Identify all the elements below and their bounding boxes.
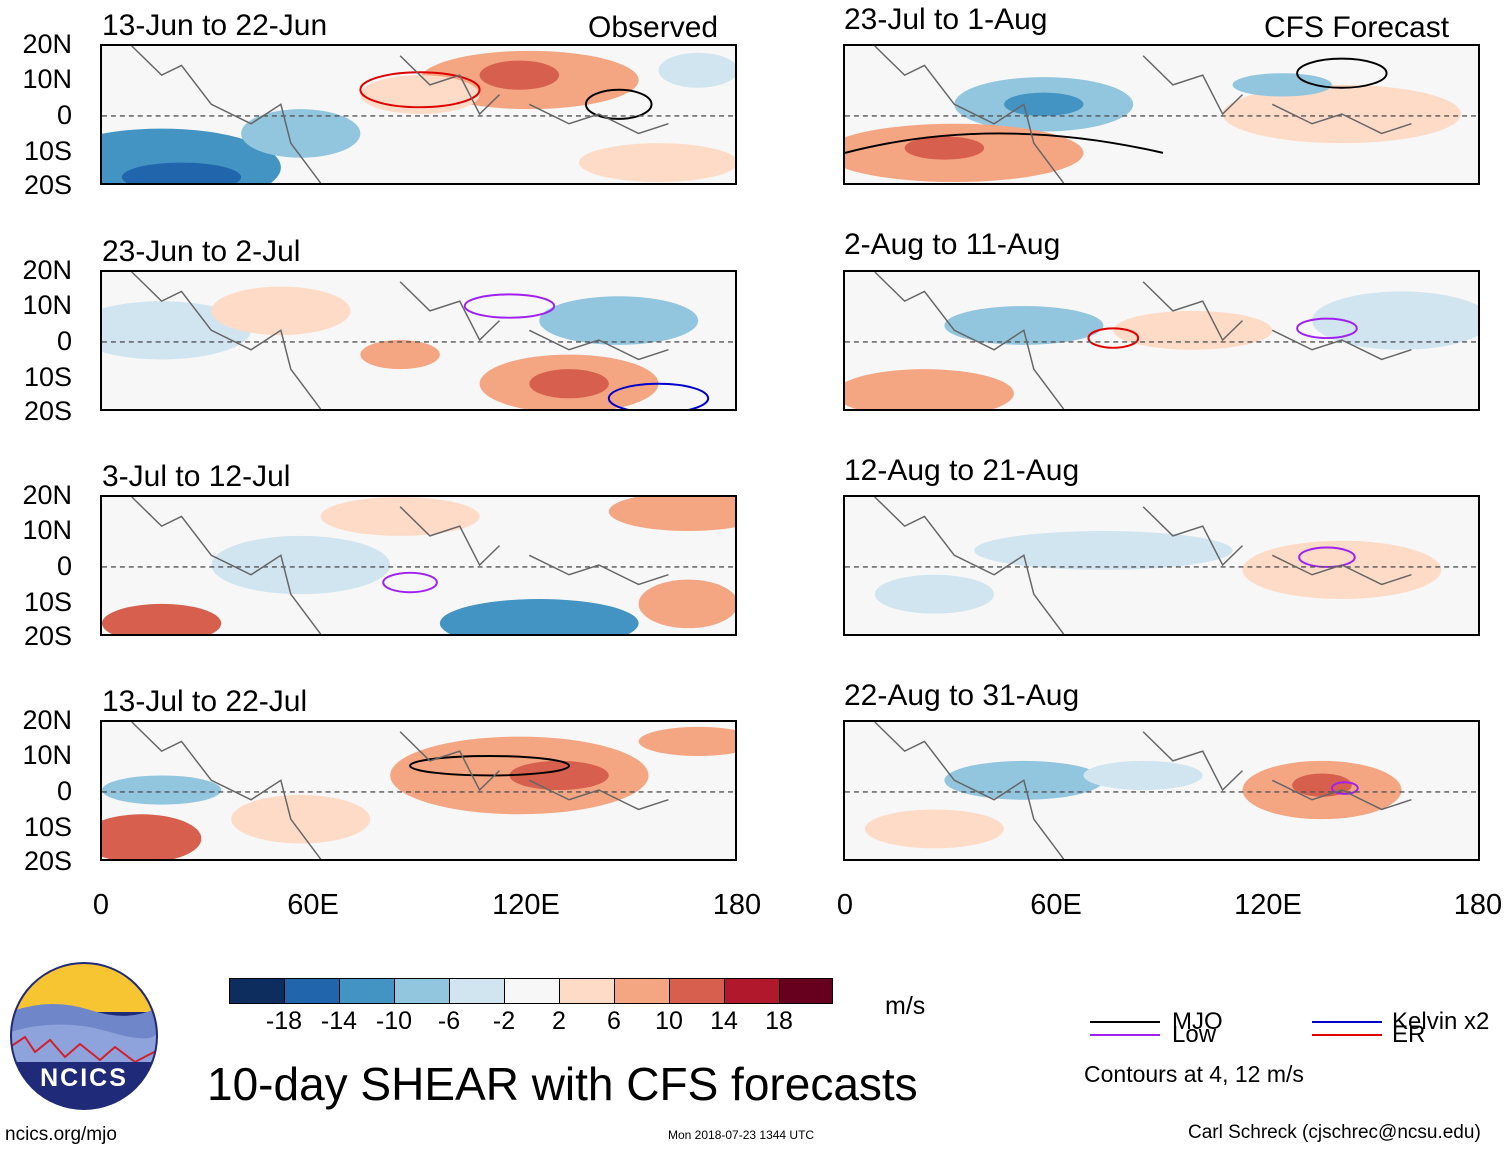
- map-field: [845, 497, 1478, 634]
- colorbar-label: 18: [765, 1007, 793, 1035]
- y-tick: 0: [56, 326, 72, 356]
- colorbar-swatch: [229, 978, 285, 1004]
- observed-label: Observed: [588, 11, 719, 44]
- colorbar-swatch: [394, 978, 450, 1004]
- colorbar-swatch: [339, 978, 395, 1004]
- x-tick: 180: [712, 889, 762, 921]
- legend-note: Contours at 4, 12 m/s: [1084, 1061, 1304, 1087]
- y-tick: 20N: [22, 255, 72, 285]
- legend-line-kelvin: [1312, 1021, 1382, 1023]
- y-tick: 10S: [23, 136, 72, 166]
- colorbar-swatch: [284, 978, 340, 1004]
- credit: Carl Schreck (cjschrec@ncsu.edu): [1188, 1122, 1481, 1143]
- main-title: 10-day SHEAR with CFS forecasts: [207, 1058, 918, 1110]
- colorbar-label: 10: [655, 1007, 683, 1035]
- y-tick: 10N: [22, 515, 72, 545]
- legend-label-low: Low: [1172, 1021, 1217, 1048]
- y-tick: 20S: [23, 846, 72, 876]
- colorbar-label: 6: [607, 1007, 621, 1035]
- logo-emblem: [10, 962, 158, 1110]
- y-tick: 20S: [23, 170, 72, 200]
- legend-line-low: [1090, 1034, 1160, 1036]
- colorbar-label: 2: [552, 1007, 566, 1035]
- y-tick: 10S: [23, 362, 72, 392]
- site-link[interactable]: ncics.org/mjo: [5, 1124, 117, 1145]
- y-tick: 0: [56, 100, 72, 130]
- map-field: [845, 272, 1478, 409]
- panel-title: 23-Jul to 1-Aug: [844, 3, 1048, 36]
- map-panel: [100, 270, 737, 411]
- colorbar-swatch: [724, 978, 780, 1004]
- y-tick: 20N: [22, 480, 72, 510]
- map-panel: [843, 44, 1480, 185]
- y-tick: 10S: [23, 812, 72, 842]
- colorbar-label: -14: [320, 1007, 358, 1035]
- map-field: [102, 497, 735, 634]
- map-panel: [100, 495, 737, 636]
- y-tick: 0: [56, 776, 72, 806]
- map-panel: [843, 270, 1480, 411]
- legend-line-er: [1312, 1034, 1382, 1036]
- colorbar-swatch: [779, 978, 833, 1004]
- legend-label-kelvin: Kelvin x2: [1392, 1008, 1490, 1035]
- colorbar-unit: m/s: [885, 992, 926, 1020]
- forecast-label: CFS Forecast: [1264, 11, 1450, 44]
- x-tick: 60E: [287, 889, 339, 921]
- y-tick: 10N: [22, 740, 72, 770]
- x-tick: 0: [836, 889, 854, 921]
- panel-title: 13-Jul to 22-Jul: [102, 685, 308, 718]
- map-field: [102, 722, 735, 859]
- timestamp: Mon 2018-07-23 1344 UTC: [668, 1128, 815, 1142]
- panel-title: 3-Jul to 12-Jul: [102, 460, 291, 493]
- logo-text: NCICS: [40, 1064, 128, 1092]
- panel-title: 23-Jun to 2-Jul: [102, 235, 301, 268]
- y-tick: 20S: [23, 396, 72, 426]
- x-tick: 60E: [1030, 889, 1082, 921]
- map-panel: [843, 720, 1480, 861]
- map-field: [102, 46, 735, 183]
- y-tick: 20N: [22, 705, 72, 735]
- colorbar-label: -2: [492, 1007, 516, 1035]
- colorbar-label: -10: [375, 1007, 413, 1035]
- map-field: [102, 272, 735, 409]
- x-tick: 180: [1453, 889, 1503, 921]
- panel-title: 12-Aug to 21-Aug: [844, 454, 1080, 487]
- panel-title: 22-Aug to 31-Aug: [844, 679, 1080, 712]
- x-tick: 120E: [1234, 889, 1302, 921]
- map-panel: [100, 44, 737, 185]
- map-panel: [843, 495, 1480, 636]
- x-tick: 120E: [492, 889, 560, 921]
- y-tick: 10S: [23, 587, 72, 617]
- panel-title: 13-Jun to 22-Jun: [102, 9, 328, 42]
- map-field: [845, 46, 1478, 183]
- map-field: [845, 722, 1478, 859]
- ncics-logo: NCICS: [10, 962, 158, 1110]
- y-tick: 20S: [23, 621, 72, 651]
- map-panel: [100, 720, 737, 861]
- colorbar-swatch: [614, 978, 670, 1004]
- colorbar-swatch: [504, 978, 560, 1004]
- legend-line-mjo: [1090, 1021, 1160, 1023]
- colorbar-swatch: [449, 978, 505, 1004]
- colorbar-label: -18: [265, 1007, 303, 1035]
- colorbar-label: -6: [437, 1007, 461, 1035]
- legend-label-er: ER: [1392, 1021, 1426, 1048]
- colorbar-swatch: [559, 978, 615, 1004]
- y-tick: 10N: [22, 290, 72, 320]
- panel-title: 2-Aug to 11-Aug: [844, 228, 1061, 261]
- y-tick: 20N: [22, 29, 72, 59]
- y-tick: 10N: [22, 64, 72, 94]
- colorbar-label: 14: [710, 1007, 738, 1035]
- x-tick: 0: [92, 889, 110, 921]
- colorbar-swatch: [669, 978, 725, 1004]
- y-tick: 0: [56, 551, 72, 581]
- legend-label-mjo: MJO: [1172, 1008, 1223, 1035]
